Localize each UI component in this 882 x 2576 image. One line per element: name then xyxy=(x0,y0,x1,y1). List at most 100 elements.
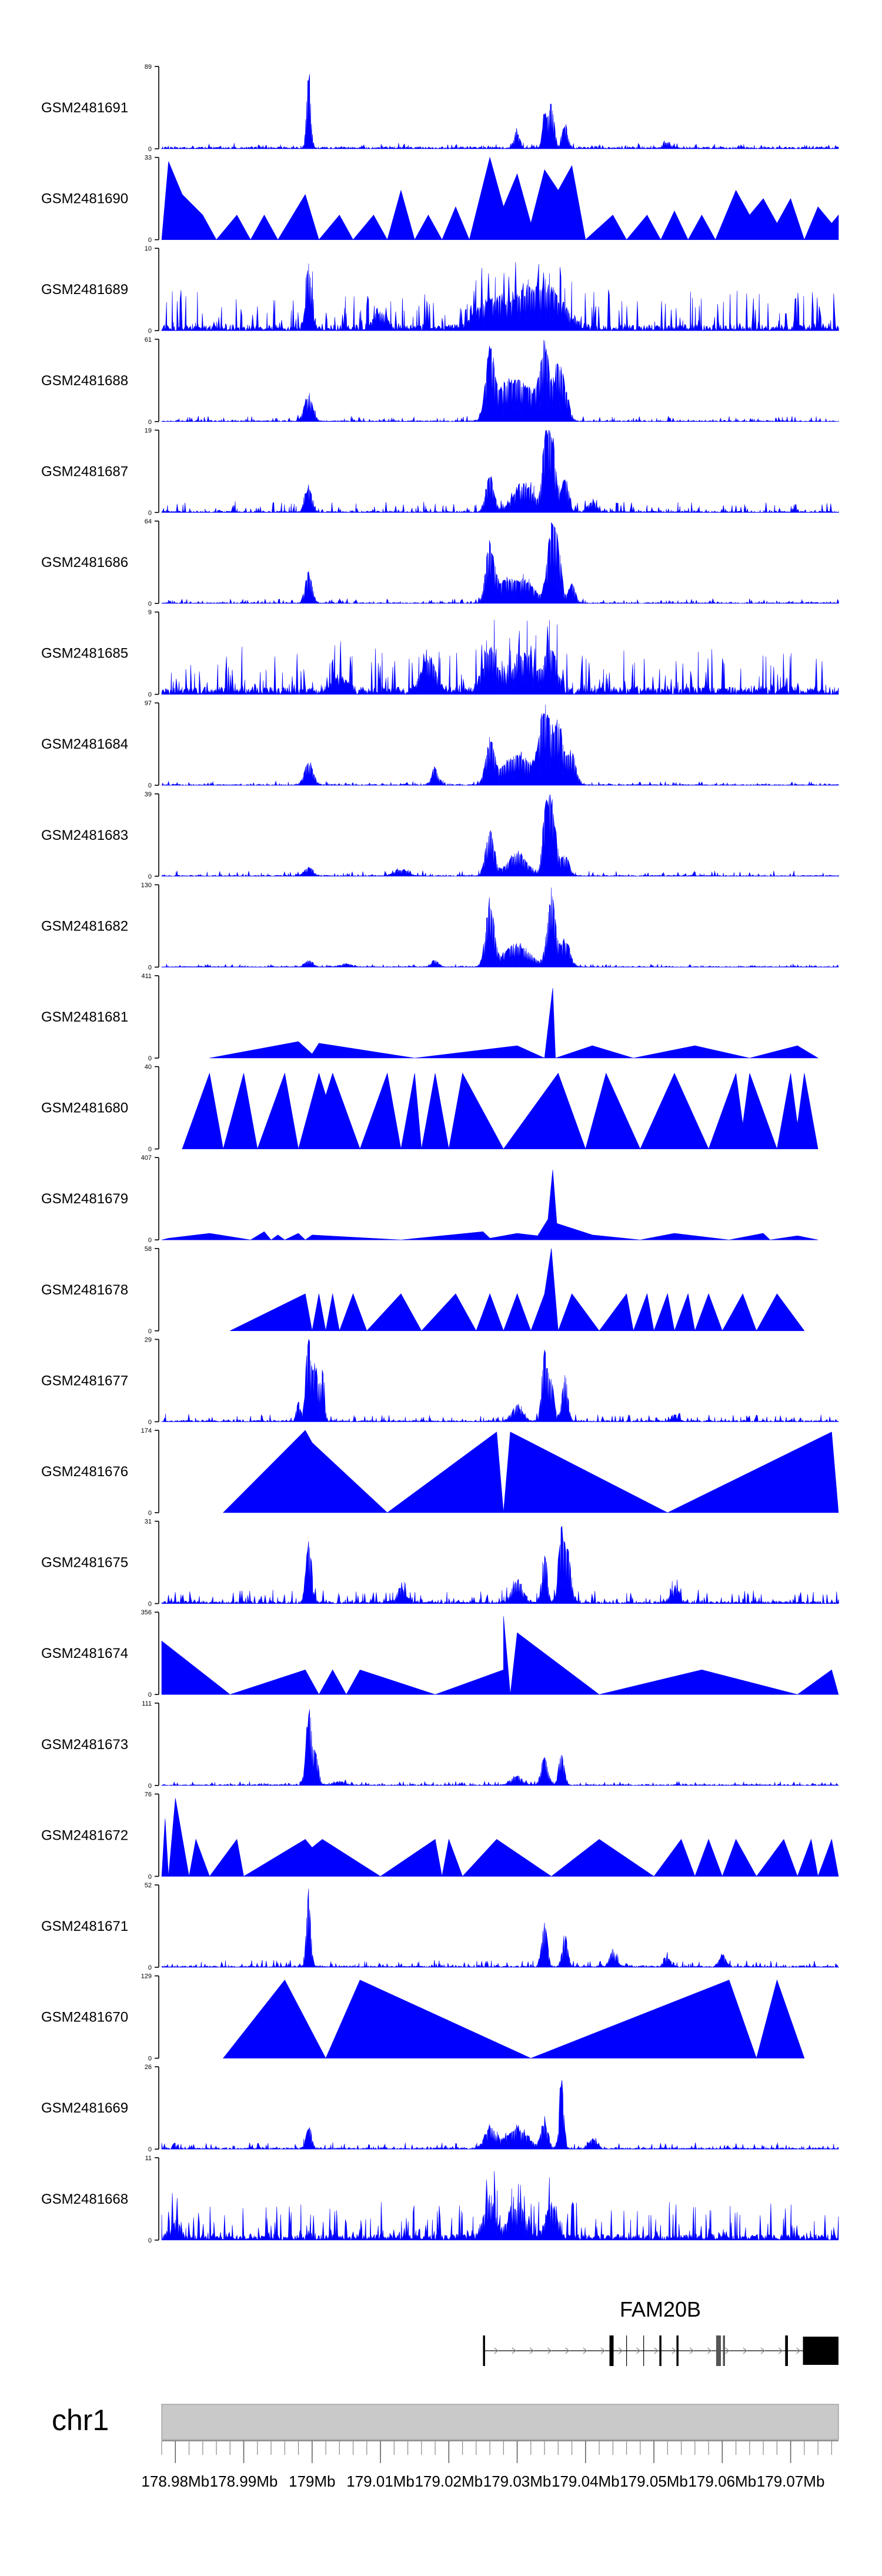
strand-chevron xyxy=(760,2347,766,2354)
track-GSM2481683: GSM2481683 39 0 xyxy=(41,791,840,880)
strand-chevron xyxy=(707,2347,712,2354)
gene-exon xyxy=(723,2335,726,2366)
signal-area xyxy=(161,2171,839,2241)
track-GSM2481680: GSM2481680 40 0 xyxy=(41,1064,818,1153)
strand-chevron xyxy=(600,2347,605,2354)
y-max-label: 33 xyxy=(145,155,152,162)
y-min-label: 0 xyxy=(148,1146,152,1153)
y-min-label: 0 xyxy=(148,1873,152,1880)
gene-exon xyxy=(609,2335,614,2366)
track-GSM2481679: GSM2481679 407 0 xyxy=(41,1154,818,1244)
track-GSM2481671: GSM2481671 52 0 xyxy=(41,1882,840,1971)
y-min-label: 0 xyxy=(148,1601,152,1608)
y-max-label: 129 xyxy=(141,1973,152,1980)
tick-label: 179.02Mb xyxy=(415,2472,483,2490)
track-GSM2481668: GSM2481668 11 0 xyxy=(41,2155,839,2244)
track-label: GSM2481689 xyxy=(41,282,128,298)
y-min-label: 0 xyxy=(148,2146,152,2153)
signal-area xyxy=(230,1248,805,1332)
y-min-label: 0 xyxy=(148,964,152,971)
strand-chevron xyxy=(618,2347,623,2354)
strand-chevron xyxy=(494,2347,499,2354)
y-max-label: 411 xyxy=(141,973,152,980)
tick-label: 179.03Mb xyxy=(483,2472,552,2490)
y-min-label: 0 xyxy=(148,1419,152,1426)
track-GSM2481676: GSM2481676 174 0 xyxy=(41,1427,839,1517)
gene-exon xyxy=(803,2337,838,2365)
signal-area xyxy=(161,1709,839,1786)
track-label: GSM2481686 xyxy=(41,555,128,570)
chromosome-label: chr1 xyxy=(52,2404,109,2437)
y-max-label: 29 xyxy=(145,1336,152,1343)
y-min-label: 0 xyxy=(148,1691,152,1699)
gene-exon xyxy=(659,2335,662,2366)
y-min-label: 0 xyxy=(148,692,152,699)
signal-area xyxy=(161,74,839,149)
signal-area xyxy=(182,1072,818,1150)
y-min-label: 0 xyxy=(148,1964,152,1971)
strand-chevron xyxy=(565,2347,570,2354)
track-label: GSM2481685 xyxy=(41,646,128,662)
y-max-label: 10 xyxy=(145,245,152,252)
y-min-label: 0 xyxy=(148,2056,152,2063)
track-GSM2481675: GSM2481675 31 0 xyxy=(41,1519,839,1608)
y-max-label: 31 xyxy=(145,1519,152,1526)
y-min-label: 0 xyxy=(148,1783,152,1790)
track-GSM2481682: GSM2481682 130 0 xyxy=(41,882,839,971)
track-label: GSM2481682 xyxy=(41,918,128,934)
y-max-label: 11 xyxy=(145,2155,152,2162)
y-min-label: 0 xyxy=(148,509,152,516)
y-max-label: 61 xyxy=(145,336,152,343)
signal-area xyxy=(161,1798,839,1877)
track-GSM2481670: GSM2481670 129 0 xyxy=(41,1973,805,2063)
track-label: GSM2481676 xyxy=(41,1464,128,1480)
gene-exon xyxy=(716,2335,721,2366)
signal-area xyxy=(161,1526,839,1604)
y-max-label: 26 xyxy=(145,2064,152,2071)
signal-area xyxy=(161,2080,839,2150)
signal-area xyxy=(161,340,839,422)
signal-area xyxy=(161,705,839,786)
strand-chevron xyxy=(725,2347,730,2354)
signal-area xyxy=(161,1888,840,1968)
y-max-label: 40 xyxy=(145,1064,152,1071)
y-min-label: 0 xyxy=(148,328,152,335)
track-GSM2481686: GSM2481686 64 0 xyxy=(41,518,839,608)
track-GSM2481669: GSM2481669 26 0 xyxy=(41,2064,839,2153)
signal-area xyxy=(209,987,819,1059)
strand-chevron xyxy=(512,2347,516,2354)
track-GSM2481690: GSM2481690 33 0 xyxy=(41,155,839,244)
chromosome-ideogram-bar xyxy=(161,2404,839,2440)
y-max-label: 64 xyxy=(145,518,152,525)
track-label: GSM2481687 xyxy=(41,463,128,479)
signal-area xyxy=(161,429,840,513)
y-min-label: 0 xyxy=(148,237,152,244)
strand-chevron xyxy=(654,2347,659,2354)
track-GSM2481674: GSM2481674 356 0 xyxy=(41,1609,839,1699)
track-label: GSM2481669 xyxy=(41,2100,128,2116)
track-GSM2481689: GSM2481689 10 0 xyxy=(41,245,839,335)
y-min-label: 0 xyxy=(148,600,152,608)
strand-chevron xyxy=(529,2347,534,2354)
genome-axis: chr1 178.98Mb 178.99Mb 179Mb 179.01Mb 179.02… xyxy=(52,2404,839,2490)
strand-chevron xyxy=(689,2347,694,2354)
track-label: GSM2481677 xyxy=(41,1373,128,1389)
strand-chevron xyxy=(796,2347,801,2354)
signal-area xyxy=(161,1170,818,1240)
track-GSM2481685: GSM2481685 9 0 xyxy=(41,609,839,699)
track-GSM2481688: GSM2481688 61 0 xyxy=(41,336,839,426)
gene-exon xyxy=(676,2335,679,2366)
track-label: GSM2481675 xyxy=(41,1555,128,1571)
signal-area xyxy=(161,522,839,604)
y-min-label: 0 xyxy=(148,2237,152,2244)
signal-area xyxy=(161,887,839,968)
y-max-label: 89 xyxy=(145,64,152,71)
track-label: GSM2481674 xyxy=(41,1646,128,1661)
track-GSM2481681: GSM2481681 411 0 xyxy=(41,973,819,1062)
tick-label: 178.98Mb xyxy=(141,2472,209,2490)
strand-chevron xyxy=(636,2347,641,2354)
y-min-label: 0 xyxy=(148,1510,152,1517)
track-label: GSM2481688 xyxy=(41,373,128,389)
tracks-layer: GSM2481691890GSM2481690330GSM2481689100G… xyxy=(41,64,840,2244)
signal-area xyxy=(222,1430,839,1513)
